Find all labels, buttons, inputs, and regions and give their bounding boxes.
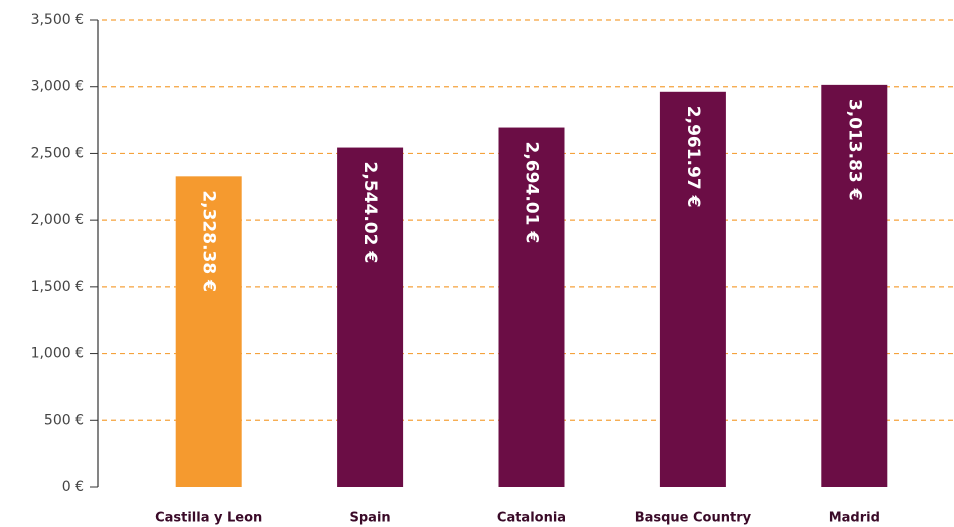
bar (337, 147, 404, 487)
value-label: 2,961.97 € (683, 106, 703, 208)
y-tick-label: 1,000 € (31, 346, 84, 362)
y-tick-label: 1,500 € (31, 279, 84, 295)
x-tick-label: Madrid (829, 511, 880, 526)
y-tick-label: 3,000 € (31, 79, 84, 95)
value-label: 2,544.02 € (360, 162, 380, 264)
value-label: 2,694.01 € (522, 142, 542, 244)
value-label: 3,013.83 € (844, 99, 864, 201)
y-tick-label: 0 € (62, 479, 84, 495)
x-tick-label: Castilla y Leon (155, 511, 262, 526)
x-tick-label: Spain (350, 511, 391, 526)
bar (821, 84, 888, 488)
y-tick-label: 2,500 € (31, 145, 84, 161)
bar (175, 176, 242, 487)
x-tick-label: Basque Country (635, 511, 752, 526)
bar (498, 127, 565, 488)
x-tick-label: Catalonia (497, 511, 566, 526)
y-tick-label: 500 € (44, 412, 84, 428)
y-tick-label: 3,500 € (31, 12, 84, 28)
y-tick-label: 2,000 € (31, 212, 84, 228)
value-label: 2,328.38 € (199, 190, 219, 292)
bar (659, 91, 726, 487)
